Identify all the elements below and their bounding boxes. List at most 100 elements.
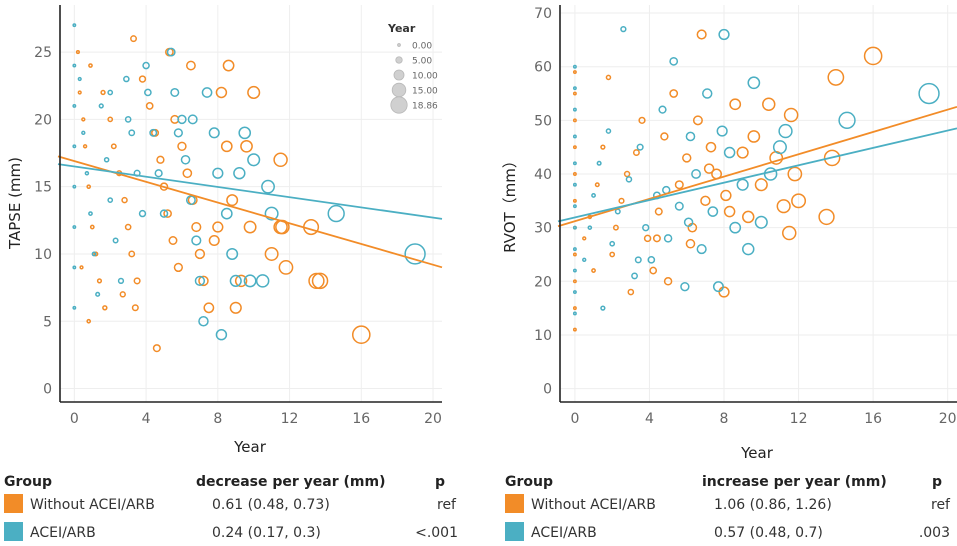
- point-without-acei: [723, 205, 736, 218]
- point-without-acei: [130, 35, 137, 43]
- point-without-acei: [572, 172, 577, 176]
- tapse-y-label: TAPSE (mm): [6, 157, 24, 250]
- size-legend-title: Year: [387, 22, 416, 35]
- point-without-acei: [692, 115, 703, 126]
- point-acei: [81, 130, 86, 136]
- point-without-acei: [311, 272, 329, 290]
- point-acei: [572, 290, 577, 294]
- swatch-without: [505, 494, 524, 513]
- point-acei: [170, 87, 180, 98]
- tapse-chart: 0 5 10 15 20 25 0 4 8 12 16 20 Year TAPSE (mm) Yea…: [6, 5, 443, 456]
- point-acei: [149, 128, 158, 137]
- point-without-acei: [163, 209, 172, 218]
- point-acei: [187, 114, 198, 125]
- point-acei: [72, 305, 77, 310]
- point-without-acei: [177, 141, 187, 152]
- point-acei: [95, 291, 101, 297]
- point-without-acei: [572, 91, 577, 96]
- point-acei: [229, 274, 242, 287]
- point-without-acei: [264, 246, 279, 261]
- point-acei: [201, 87, 213, 98]
- point-acei: [159, 209, 169, 218]
- size-legend-value: 15.00: [412, 87, 438, 97]
- point-without-acei: [75, 50, 80, 55]
- x-tick-label: 4: [645, 411, 654, 427]
- swatch-acei: [505, 522, 524, 541]
- point-without-acei: [226, 194, 239, 207]
- y-tick-label: 70: [534, 6, 552, 22]
- x-tick-label: 12: [281, 411, 299, 427]
- point-acei: [72, 144, 77, 149]
- point-acei: [723, 146, 736, 159]
- point-without-acei: [79, 265, 84, 270]
- size-legend-value: 5.00: [412, 57, 432, 67]
- point-without-acei: [572, 70, 577, 75]
- point-without-acei: [131, 304, 139, 312]
- point-without-acei: [591, 268, 596, 273]
- point-without-acei: [220, 140, 233, 153]
- table-header-estimate: decrease per year (mm): [196, 474, 385, 490]
- point-acei: [123, 75, 130, 83]
- point-acei: [572, 86, 577, 91]
- point-acei: [72, 103, 77, 108]
- point-without-acei: [572, 118, 577, 123]
- point-acei: [243, 274, 257, 288]
- point-acei: [658, 105, 667, 114]
- point-acei: [691, 169, 702, 179]
- point-without-acei: [86, 184, 92, 189]
- point-without-acei: [203, 302, 215, 314]
- row-group: ACEI/ARB: [30, 525, 96, 541]
- point-without-acei: [609, 251, 616, 258]
- point-acei: [88, 211, 93, 216]
- point-without-acei: [582, 236, 587, 241]
- table-header-group: Group: [505, 474, 553, 490]
- point-acei: [742, 242, 755, 256]
- tapse-results-table: Group decrease per year (mm) p Without A…: [4, 474, 458, 541]
- y-tick-label: 25: [34, 45, 52, 61]
- point-without-acei: [93, 251, 99, 257]
- x-tick-label: 16: [864, 411, 882, 427]
- point-acei: [215, 328, 228, 341]
- table-header-p: p: [932, 474, 942, 490]
- point-without-acei: [663, 277, 673, 286]
- row-value: 0.24 (0.17, 0.3): [212, 525, 321, 541]
- x-tick-label: 20: [939, 411, 957, 427]
- regression-line-acei: [57, 163, 443, 220]
- point-without-acei: [81, 117, 86, 122]
- point-without-acei: [138, 75, 147, 83]
- point-acei: [194, 275, 206, 287]
- point-acei: [572, 268, 577, 273]
- point-acei: [84, 170, 90, 176]
- x-tick-label: 20: [424, 411, 442, 427]
- row-value: 0.57 (0.48, 0.7): [714, 525, 823, 541]
- tapse-points: [72, 23, 426, 353]
- point-acei: [587, 225, 593, 230]
- point-without-acei: [173, 262, 183, 273]
- point-acei: [154, 169, 163, 178]
- point-without-acei: [191, 221, 202, 233]
- point-without-acei: [229, 301, 242, 314]
- point-without-acei: [194, 248, 206, 260]
- point-acei: [582, 257, 587, 263]
- point-without-acei: [783, 107, 799, 123]
- point-acei: [142, 61, 150, 70]
- point-acei: [572, 182, 577, 187]
- x-tick-label: 0: [70, 411, 79, 427]
- point-without-acei: [643, 234, 652, 243]
- point-acei: [185, 195, 196, 206]
- swatch-without: [4, 494, 23, 513]
- y-tick-label: 50: [534, 113, 552, 129]
- row-group: ACEI/ARB: [531, 525, 597, 541]
- point-without-acei: [572, 279, 577, 284]
- x-tick-label: 0: [570, 411, 579, 427]
- point-without-acei: [652, 234, 661, 243]
- y-tick-label: 60: [534, 60, 552, 76]
- point-without-acei: [594, 182, 600, 188]
- point-acei: [707, 206, 719, 217]
- point-acei: [838, 111, 856, 130]
- point-without-acei: [762, 97, 776, 111]
- point-without-acei: [273, 152, 288, 168]
- point-acei: [247, 153, 261, 167]
- point-acei: [572, 225, 577, 230]
- point-acei: [642, 223, 650, 232]
